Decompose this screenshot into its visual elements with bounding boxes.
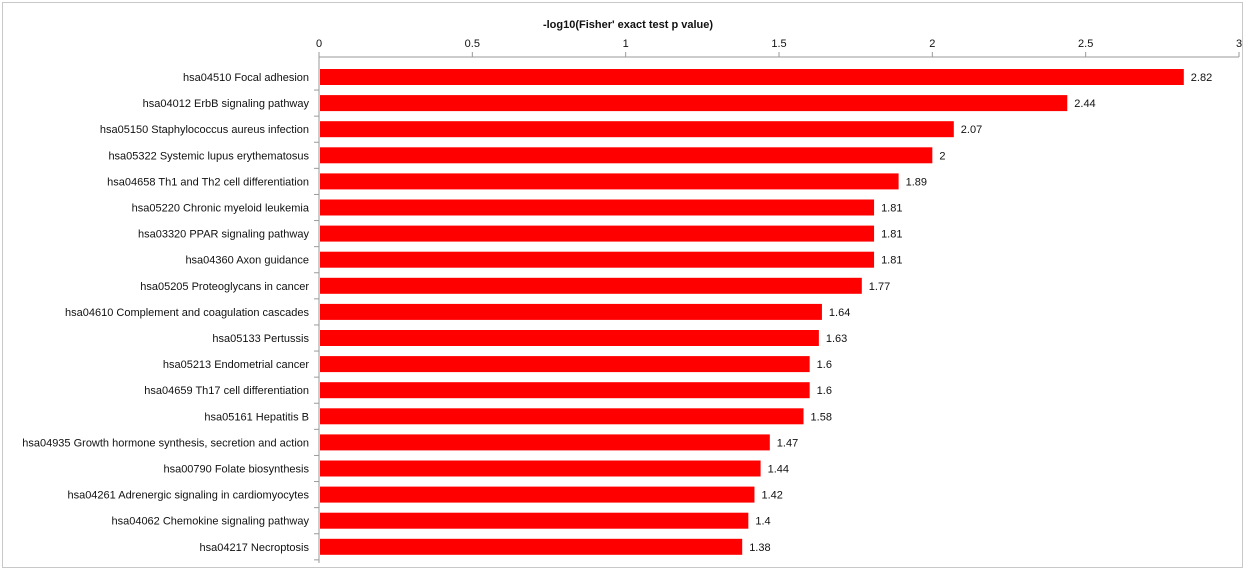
bar xyxy=(320,121,954,138)
value-label: 1.6 xyxy=(817,385,832,397)
x-tick-label: 1.5 xyxy=(771,38,786,50)
category-label: hsa05161 Hepatitis B xyxy=(204,411,309,423)
category-label: hsa05220 Chronic myeloid leukemia xyxy=(132,203,310,215)
bar-chart: -log10(Fisher' exact test p value) 0 0.5 1… xyxy=(22,19,1242,563)
value-label: 1.47 xyxy=(777,437,798,449)
value-label: 2 xyxy=(939,150,945,162)
category-label: hsa04062 Chemokine signaling pathway xyxy=(111,516,309,528)
value-label: 1.44 xyxy=(768,464,789,476)
category-label: hsa04261 Adrenergic signaling in cardiom… xyxy=(67,490,309,502)
bar xyxy=(320,303,822,320)
bar xyxy=(320,408,804,425)
x-tick-label: 2 xyxy=(929,38,935,50)
bar xyxy=(320,95,1068,112)
value-label: 2.82 xyxy=(1191,72,1212,84)
value-label: 1.63 xyxy=(826,333,847,345)
value-label: 2.07 xyxy=(961,124,982,136)
category-label: hsa05205 Proteoglycans in cancer xyxy=(140,281,309,293)
value-label: 2.44 xyxy=(1074,98,1095,110)
category-label: hsa04510 Focal adhesion xyxy=(183,72,309,84)
category-label: hsa05133 Pertussis xyxy=(212,333,309,345)
value-label: 1.81 xyxy=(881,255,902,267)
value-label: 1.77 xyxy=(869,281,890,293)
bar xyxy=(320,251,875,268)
category-label: hsa04217 Necroptosis xyxy=(200,542,310,554)
value-label: 1.64 xyxy=(829,307,850,319)
value-label: 1.58 xyxy=(811,411,832,423)
category-label: hsa04360 Axon guidance xyxy=(185,255,309,267)
category-label: hsa04658 Th1 and Th2 cell differentiatio… xyxy=(107,176,309,188)
bar xyxy=(320,382,810,399)
category-label: hsa00790 Folate biosynthesis xyxy=(163,464,309,476)
category-label: hsa04935 Growth hormone synthesis, secre… xyxy=(22,437,309,449)
bar xyxy=(320,277,862,294)
bar xyxy=(320,538,743,555)
x-tick-label: 1 xyxy=(623,38,629,50)
bar xyxy=(320,147,933,164)
category-label: hsa05150 Staphylococcus aureus infection xyxy=(100,124,309,136)
x-tick-label: 0 xyxy=(316,38,322,50)
x-axis-ticks: 0 0.5 1 1.5 2 2.5 3 xyxy=(316,38,1242,57)
bar xyxy=(320,330,819,346)
x-tick-label: 2.5 xyxy=(1078,38,1093,50)
category-label: hsa04659 Th17 cell differentiation xyxy=(144,385,309,397)
category-label: hsa05322 Systemic lupus erythematosus xyxy=(108,150,309,162)
bar xyxy=(320,225,875,242)
value-label: 1.38 xyxy=(749,542,770,554)
x-tick-label: 3 xyxy=(1236,38,1242,50)
bar xyxy=(320,69,1184,85)
value-label: 1.81 xyxy=(881,229,902,241)
x-tick-label: 0.5 xyxy=(465,38,480,50)
bar xyxy=(320,434,770,451)
chart-title: -log10(Fisher' exact test p value) xyxy=(543,19,713,31)
category-label: hsa04012 ErbB signaling pathway xyxy=(143,98,310,110)
value-label: 1.6 xyxy=(817,359,832,371)
bars-group: hsa04510 Focal adhesion 2.82 hsa04012 ErbB… xyxy=(22,69,1212,561)
bar xyxy=(320,356,810,373)
category-label: hsa03320 PPAR signaling pathway xyxy=(138,229,310,241)
value-label: 1.81 xyxy=(881,203,902,215)
category-label: hsa04610 Complement and coagulation casc… xyxy=(65,307,309,319)
bar xyxy=(320,199,875,216)
bar xyxy=(320,486,755,503)
bar xyxy=(320,460,761,477)
value-label: 1.42 xyxy=(761,490,782,502)
value-label: 1.89 xyxy=(906,176,927,188)
bar xyxy=(320,512,749,529)
bar xyxy=(320,173,899,190)
value-label: 1.4 xyxy=(755,516,770,528)
category-label: hsa05213 Endometrial cancer xyxy=(163,359,309,371)
